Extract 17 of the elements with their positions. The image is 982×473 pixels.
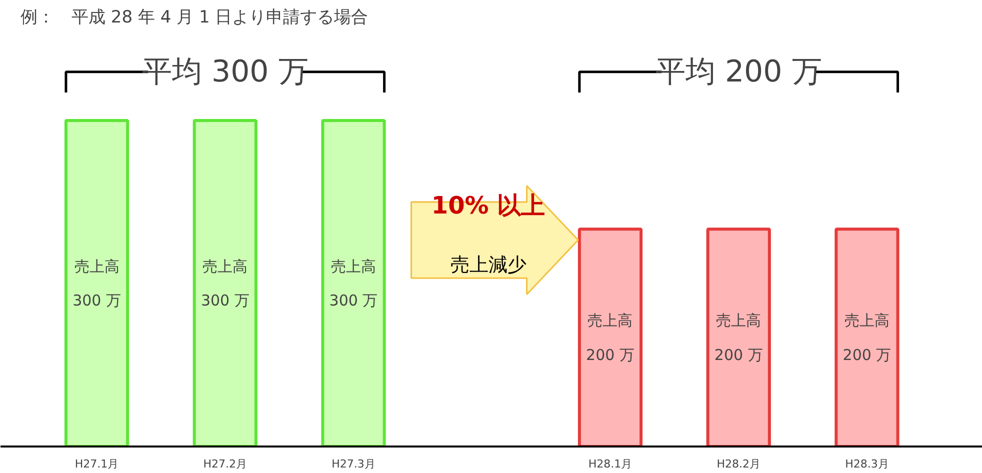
x-tick-label: H27.2月 xyxy=(203,458,248,470)
annotation: 10% 以上 xyxy=(431,191,546,220)
data-label: 売上高 200 万 xyxy=(714,312,763,364)
x-tick-label: H27.1月 xyxy=(74,458,119,470)
data-label: 売上高 200 万 xyxy=(842,312,892,364)
text: 平均 200 万 xyxy=(655,54,822,90)
data-label: 売上高 200 万 xyxy=(586,312,634,364)
data-label: 売上高 300 万 xyxy=(72,257,121,310)
x-tick-label: H27.3月 xyxy=(332,458,376,470)
text: 平均 300 万 xyxy=(142,54,308,90)
x-tick-label: H28.2月 xyxy=(716,458,760,470)
data-label: 売上高 300 万 xyxy=(329,257,378,310)
x-tick-label: H28.1月 xyxy=(588,458,632,470)
chart-title: 例： 平成 28 年 4 月 1 日より申請する場合 xyxy=(20,8,368,28)
x-tick-label: H28.3月 xyxy=(845,458,889,470)
annotation: 売上減少 xyxy=(450,254,526,276)
data-label: 売上高 300 万 xyxy=(200,257,250,310)
